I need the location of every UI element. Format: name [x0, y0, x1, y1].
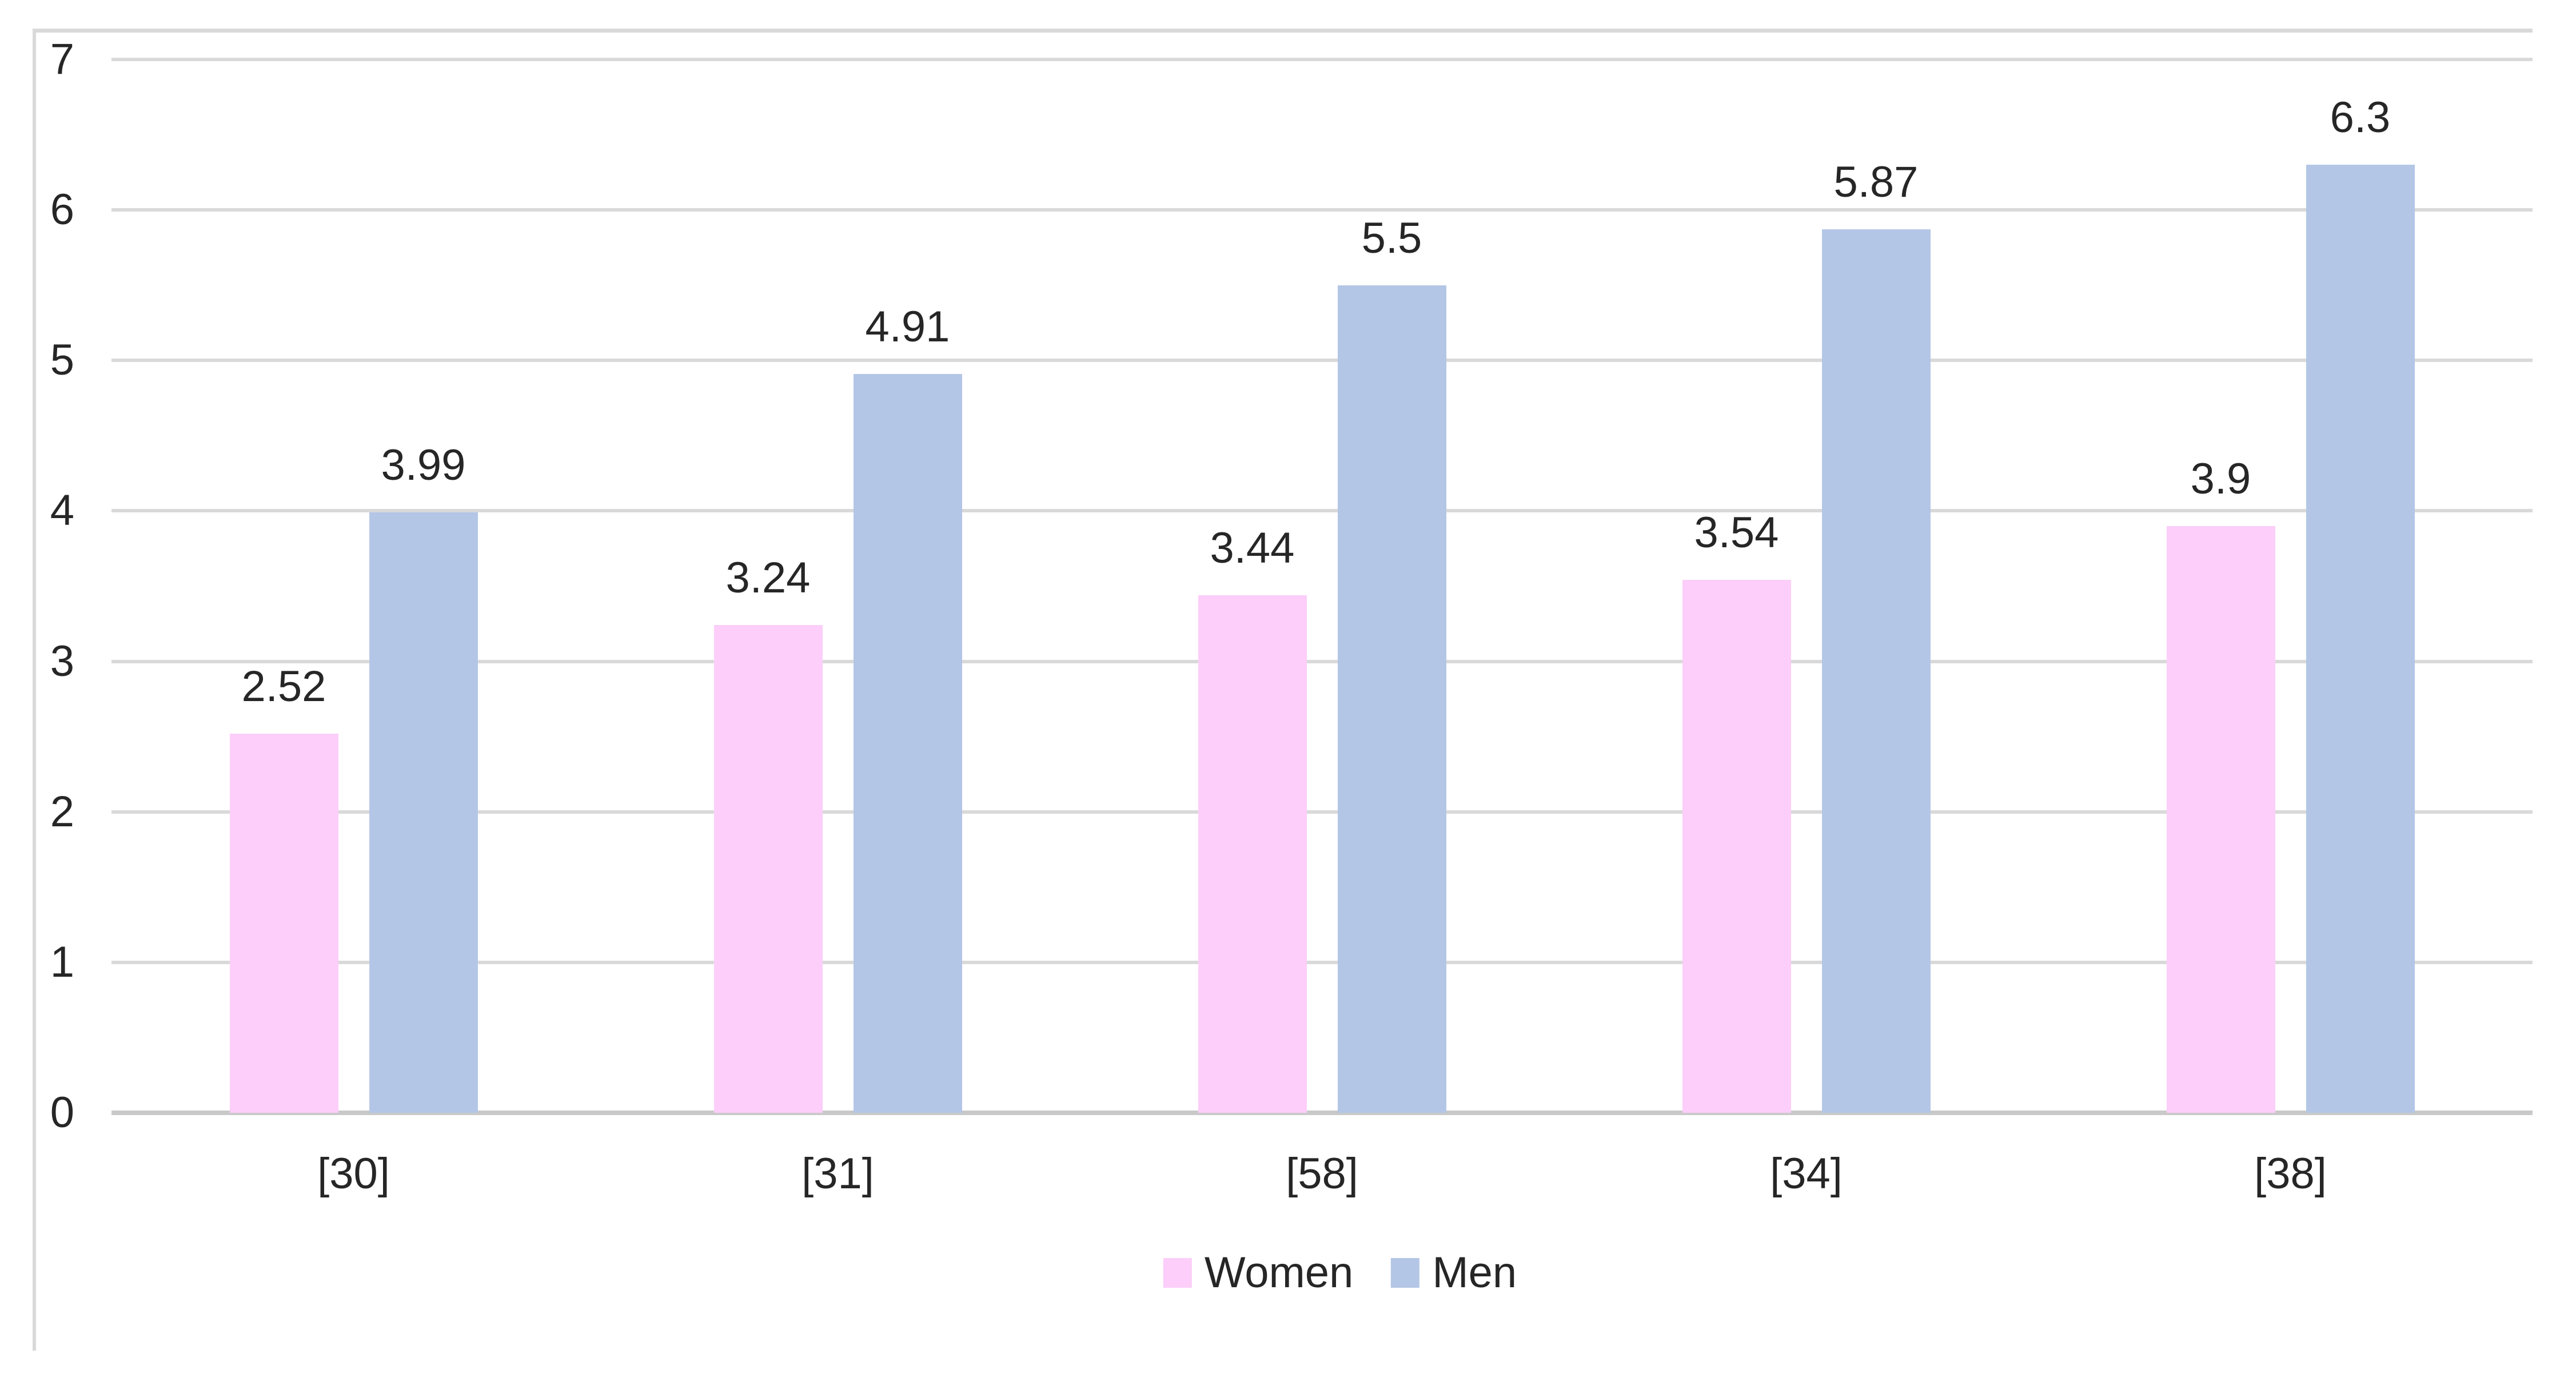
- bar-women: [713, 625, 823, 1113]
- bar-women: [1198, 595, 1307, 1113]
- bar-women: [229, 733, 338, 1113]
- y-axis-tick-label: 0: [50, 1088, 74, 1137]
- bar-value-label: 5.87: [1833, 158, 1919, 207]
- bar-value-label: 3.24: [725, 554, 811, 603]
- y-axis-tick-label: 7: [50, 35, 74, 83]
- x-axis-category-label: [31]: [801, 1149, 874, 1198]
- legend-label-women: Women: [1204, 1248, 1354, 1297]
- x-axis-line: [111, 1111, 2533, 1115]
- y-gridline: [111, 960, 2533, 964]
- bar-men: [2306, 165, 2415, 1113]
- bar-value-label: 5.5: [1361, 213, 1422, 262]
- legend: Women Men: [1163, 1250, 1517, 1296]
- y-axis-tick-label: 5: [50, 336, 74, 385]
- y-gridline: [111, 659, 2533, 663]
- chart-border-top: [33, 29, 2533, 33]
- y-gridline: [111, 509, 2533, 513]
- y-gridline: [111, 810, 2533, 814]
- y-gridline: [111, 359, 2533, 363]
- bar-women: [2166, 526, 2275, 1113]
- y-axis-tick-label: 4: [50, 486, 74, 535]
- y-axis-tick-label: 6: [50, 185, 74, 234]
- bar-value-label: 3.54: [1694, 508, 1779, 558]
- legend-label-men: Men: [1432, 1248, 1517, 1297]
- x-axis-category-label: [58]: [1286, 1149, 1358, 1198]
- bar-value-label: 3.44: [1210, 523, 1295, 572]
- legend-item-women: Women: [1163, 1250, 1353, 1296]
- bar-men: [369, 512, 478, 1113]
- legend-item-men: Men: [1391, 1250, 1517, 1296]
- bar-men: [1821, 229, 1931, 1113]
- y-axis-tick-label: 3: [50, 636, 74, 686]
- x-axis-category-label: [38]: [2254, 1149, 2327, 1198]
- legend-swatch-women: [1163, 1258, 1192, 1288]
- x-axis-category-label: [34]: [1770, 1149, 1843, 1198]
- y-gridline: [111, 58, 2533, 61]
- bar-women: [1682, 580, 1791, 1113]
- bar-value-label: 4.91: [865, 302, 950, 351]
- y-axis-tick-label: 2: [50, 787, 74, 836]
- bar-value-label: 6.3: [2330, 93, 2391, 142]
- bar-value-label: 3.9: [2190, 454, 2251, 503]
- legend-swatch-men: [1391, 1258, 1420, 1288]
- bar-value-label: 2.52: [241, 662, 326, 711]
- bar-men: [853, 373, 962, 1113]
- x-axis-category-label: [30]: [317, 1149, 390, 1198]
- chart-border-left: [33, 29, 36, 1351]
- y-gridline: [111, 208, 2533, 212]
- y-axis-tick-label: 1: [50, 937, 74, 986]
- bar-value-label: 3.99: [381, 441, 466, 490]
- bar-men: [1337, 285, 1446, 1113]
